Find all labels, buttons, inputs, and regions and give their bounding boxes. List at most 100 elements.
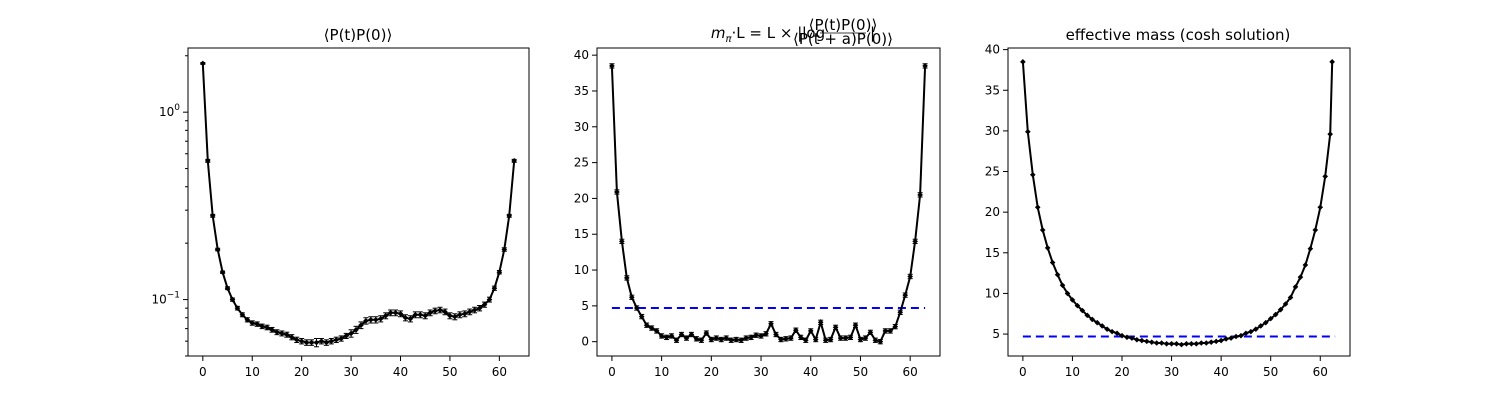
- y-tick-effective-mass-6: 35: [985, 83, 1008, 97]
- data-point-pion-mass-24: [728, 337, 735, 344]
- data-point-effective-mass-15: [1094, 319, 1101, 326]
- data-point-effective-mass-16: [1099, 323, 1105, 329]
- data-point-effective-mass-26: [1148, 339, 1155, 345]
- data-point-pion-mass-63: [922, 63, 928, 69]
- data-point-pion-mass-13: [673, 337, 680, 344]
- data-point-correlator-28: [338, 335, 345, 342]
- data-point-pion-mass-32: [768, 320, 774, 327]
- y-tick-pion-mass-6: 30: [574, 120, 597, 134]
- y-tick-label: 5: [992, 327, 1000, 341]
- data-point-pion-mass-42: [817, 319, 824, 326]
- panel-title-correlator: ⟨P(t)P(0)⟩: [324, 26, 393, 44]
- y-tick-label: 35: [985, 83, 1000, 97]
- data-point-correlator-26: [328, 338, 335, 344]
- data-point-pion-mass-11: [663, 334, 670, 341]
- data-point-correlator-39: [392, 310, 399, 316]
- y-tick-pion-mass-3: 15: [574, 227, 597, 241]
- series-line-effective-mass: [1021, 61, 1334, 346]
- title-numerator: ⟨P(t)P(0)⟩: [809, 16, 878, 34]
- data-point-effective-mass-37: [1203, 340, 1210, 346]
- data-point-correlator-34: [368, 317, 374, 323]
- axes-frame-pion-mass: [596, 47, 941, 357]
- data-point-pion-mass-0: [609, 63, 615, 69]
- x-tick-correlator-0: 0: [199, 356, 207, 379]
- data-point-pion-mass-53: [872, 337, 879, 344]
- data-point-pion-mass-14: [678, 331, 685, 338]
- y-tick-pion-mass-7: 35: [574, 84, 597, 98]
- data-point-effective-mass-3: [1034, 204, 1041, 211]
- series-line-correlator: [201, 63, 516, 344]
- data-point-pion-mass-49: [852, 322, 859, 328]
- data-point-pion-mass-26: [738, 337, 744, 344]
- data-point-pion-mass-27: [743, 335, 749, 341]
- data-point-pion-mass-31: [763, 330, 769, 337]
- x-tick-label: 20: [294, 365, 309, 379]
- data-point-correlator-5: [224, 285, 231, 292]
- data-point-pion-mass-56: [887, 328, 894, 334]
- data-point-correlator-41: [402, 314, 409, 321]
- data-point-pion-mass-54: [877, 338, 884, 345]
- data-point-correlator-29: [343, 333, 349, 339]
- data-point-effective-mass-33: [1183, 341, 1190, 347]
- data-point-effective-mass-59: [1312, 227, 1319, 233]
- data-point-pion-mass-29: [753, 332, 759, 339]
- data-point-correlator-55: [471, 307, 478, 313]
- x-tick-label: 10: [245, 365, 260, 379]
- y-tick-effective-mass-7: 40: [985, 43, 1008, 57]
- data-point-effective-mass-45: [1243, 330, 1249, 337]
- title-part-pi: π: [725, 34, 732, 45]
- data-point-correlator-18: [288, 334, 295, 340]
- data-point-effective-mass-19: [1114, 330, 1120, 337]
- data-point-effective-mass-55: [1292, 284, 1299, 290]
- data-point-correlator-49: [442, 309, 448, 315]
- data-point-effective-mass-62: [1327, 131, 1333, 137]
- data-point-pion-mass-48: [847, 334, 854, 341]
- x-tick-label: 60: [492, 365, 507, 379]
- y-tick-correlator-1: 10−1: [151, 291, 188, 307]
- data-point-pion-mass-43: [822, 337, 829, 344]
- x-tick-pion-mass-6: 60: [903, 356, 918, 379]
- y-tick-label: 30: [985, 124, 1000, 138]
- data-point-effective-mass-20: [1119, 332, 1125, 339]
- data-point-effective-mass-42: [1228, 335, 1234, 341]
- x-tick-effective-mass-5: 50: [1263, 356, 1278, 379]
- data-point-pion-mass-30: [758, 333, 764, 339]
- data-point-correlator-45: [422, 312, 429, 319]
- data-point-pion-mass-23: [723, 335, 730, 341]
- data-point-pion-mass-21: [713, 335, 720, 341]
- x-tick-effective-mass-6: 60: [1313, 356, 1328, 379]
- y-tick-label: 20: [574, 191, 589, 205]
- data-point-correlator-10: [249, 320, 256, 326]
- x-tick-label: 30: [343, 365, 358, 379]
- data-point-correlator-20: [298, 338, 305, 344]
- y-tick-label: 25: [574, 156, 589, 170]
- y-tick-pion-mass-8: 40: [574, 48, 597, 62]
- data-point-effective-mass-21: [1124, 334, 1130, 341]
- data-point-effective-mass-58: [1307, 245, 1314, 252]
- data-point-pion-mass-40: [807, 328, 814, 334]
- data-point-effective-mass-14: [1089, 316, 1096, 323]
- title-part-mid: ·L = L × |log: [732, 24, 826, 42]
- panel-effective-mass: effective mass (cosh solution) 0 10 20 30 40…: [985, 26, 1351, 379]
- data-point-pion-mass-38: [798, 334, 804, 341]
- data-point-correlator-32: [358, 322, 364, 328]
- data-point-pion-mass-8: [648, 325, 655, 331]
- ticks-correlator: 0 10 20 30 40 50 60 100 10−1: [151, 55, 507, 379]
- x-tick-effective-mass-3: 30: [1164, 356, 1179, 379]
- y-tick-label: 30: [574, 120, 589, 134]
- data-point-pion-mass-57: [892, 323, 899, 330]
- data-point-correlator-12: [259, 323, 265, 330]
- data-point-correlator-60: [496, 269, 503, 275]
- data-point-correlator-19: [293, 337, 300, 343]
- plot-area-correlator: [200, 60, 517, 348]
- x-tick-label: 40: [1213, 365, 1228, 379]
- data-point-effective-mass-34: [1188, 341, 1195, 347]
- data-point-effective-mass-9: [1064, 290, 1071, 297]
- y-tick-label: 100: [159, 103, 180, 119]
- y-tick-effective-mass-4: 25: [985, 165, 1008, 179]
- y-tick-label: 20: [985, 205, 1000, 219]
- data-point-effective-mass-11: [1074, 302, 1081, 309]
- data-point-correlator-51: [452, 313, 458, 320]
- y-tick-label: 10−1: [151, 291, 180, 307]
- data-point-effective-mass-40: [1218, 337, 1224, 344]
